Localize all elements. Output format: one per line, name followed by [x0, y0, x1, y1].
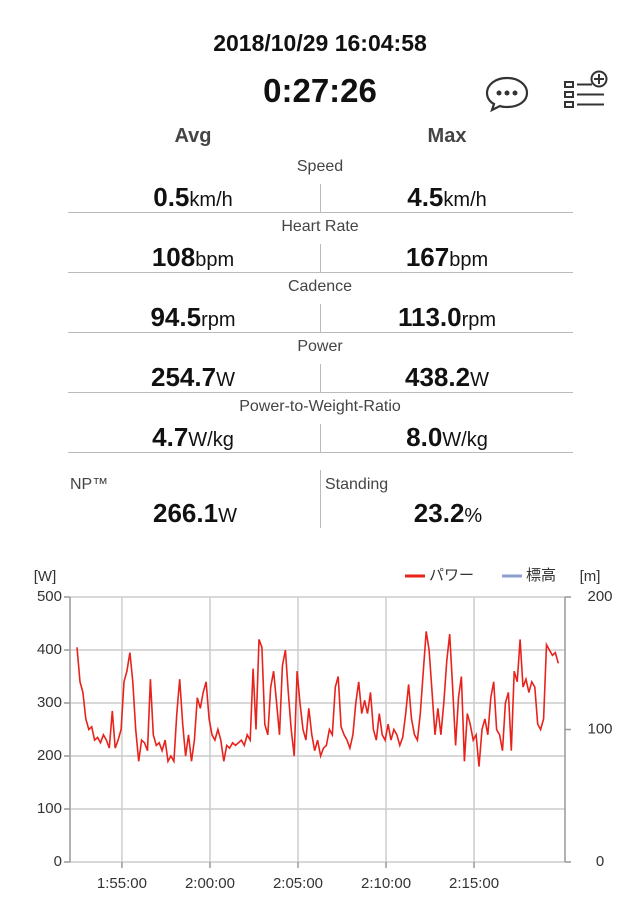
- stat-unit: rpm: [201, 309, 236, 331]
- y2-tick-label: 200: [587, 588, 612, 605]
- y2-axis-label: [m]: [580, 568, 601, 585]
- stat-unit: %: [464, 505, 483, 527]
- stat-label: NP™: [70, 476, 109, 493]
- stat-value: 266.1: [153, 498, 219, 528]
- stat-value-group: 0.5km/h: [153, 182, 233, 213]
- stat-value-group: 4.5km/h: [407, 182, 487, 213]
- stat-value-group: 23.2%: [414, 498, 482, 529]
- stat-unit: W: [218, 505, 237, 527]
- divider: [68, 392, 573, 393]
- stat-unit: km/h: [443, 189, 487, 211]
- x-tick-label: 2:10:00: [361, 875, 411, 892]
- y2-tick-label: 0: [596, 853, 604, 870]
- stat-value-group: 113.0rpm: [398, 302, 496, 333]
- stat-unit: bpm: [195, 249, 235, 271]
- stat-value: 438.2: [405, 362, 471, 392]
- stat-value: 4.7: [152, 422, 189, 452]
- stat-unit: rpm: [461, 309, 497, 331]
- column-header: Max: [427, 125, 467, 147]
- stat-value: 254.7: [151, 362, 217, 392]
- stat-value: 0.5: [153, 182, 190, 212]
- stat-value: 94.5: [150, 302, 202, 332]
- stat-value: 113.0: [397, 302, 462, 332]
- stat-value: 108: [151, 242, 196, 272]
- x-tick-label: 1:55:00: [97, 875, 147, 892]
- stat-label: Power: [297, 338, 343, 355]
- legend-label: 標高: [526, 567, 556, 584]
- divider: [320, 470, 321, 528]
- stat-value: 8.0: [406, 422, 443, 452]
- divider: [68, 212, 573, 213]
- y-tick-label: 500: [37, 588, 62, 605]
- divider: [320, 184, 321, 212]
- y-tick-label: 0: [54, 853, 62, 870]
- divider: [68, 272, 573, 273]
- stat-label: Standing: [325, 476, 389, 493]
- stat-value: 4.5: [407, 182, 444, 212]
- divider: [68, 452, 573, 453]
- divider: [320, 244, 321, 272]
- y-tick-label: 400: [37, 641, 62, 658]
- stat-value-group: 266.1W: [153, 498, 237, 529]
- stat-value-group: 108bpm: [152, 242, 234, 273]
- stat-value-group: 254.7W: [151, 362, 235, 393]
- stat-unit: bpm: [449, 249, 489, 271]
- x-tick-label: 2:15:00: [449, 875, 499, 892]
- divider: [320, 304, 321, 332]
- stat-unit: W/kg: [188, 429, 234, 451]
- stat-value-group: 4.7W/kg: [152, 422, 234, 453]
- add-list-button[interactable]: [562, 70, 610, 112]
- x-tick-label: 2:00:00: [185, 875, 235, 892]
- power-chart: 0 100 200 300 400 500 1:55:00 2:00:00 2:05:00 2:1…: [34, 567, 613, 892]
- stat-value: 23.2: [413, 498, 465, 528]
- divider: [320, 424, 321, 452]
- x-tick-label: 2:05:00: [273, 875, 323, 892]
- stat-unit: W: [470, 369, 489, 391]
- y-tick-label: 300: [37, 694, 62, 711]
- stat-value-group: 94.5rpm: [150, 302, 235, 333]
- stat-unit: W: [216, 369, 235, 391]
- stat-label: Power-to-Weight-Ratio: [239, 398, 401, 415]
- stat-value-group: 167bpm: [406, 242, 488, 273]
- power-line: [76, 631, 560, 767]
- stat-label: Cadence: [287, 278, 353, 295]
- comment-button[interactable]: [485, 74, 529, 112]
- legend-label: パワー: [429, 567, 474, 584]
- y-tick-label: 200: [37, 747, 62, 764]
- y-tick-label: 100: [37, 800, 62, 817]
- divider: [68, 332, 573, 333]
- datetime: 2018/10/29 16:04:58: [213, 30, 427, 56]
- stat-label: Speed: [296, 158, 344, 175]
- stat-unit: km/h: [189, 189, 233, 211]
- stat-value-group: 8.0W/kg: [406, 422, 488, 453]
- stat-value-group: 438.2W: [405, 362, 489, 393]
- stat-unit: W/kg: [442, 429, 488, 451]
- stat-label: Heart Rate: [281, 218, 359, 235]
- column-header: Avg: [174, 125, 212, 147]
- y2-tick-label: 100: [587, 720, 612, 737]
- duration: 0:27:26: [263, 72, 377, 109]
- divider: [320, 364, 321, 392]
- stat-value: 167: [405, 242, 450, 272]
- y-axis-label: [W]: [34, 568, 57, 585]
